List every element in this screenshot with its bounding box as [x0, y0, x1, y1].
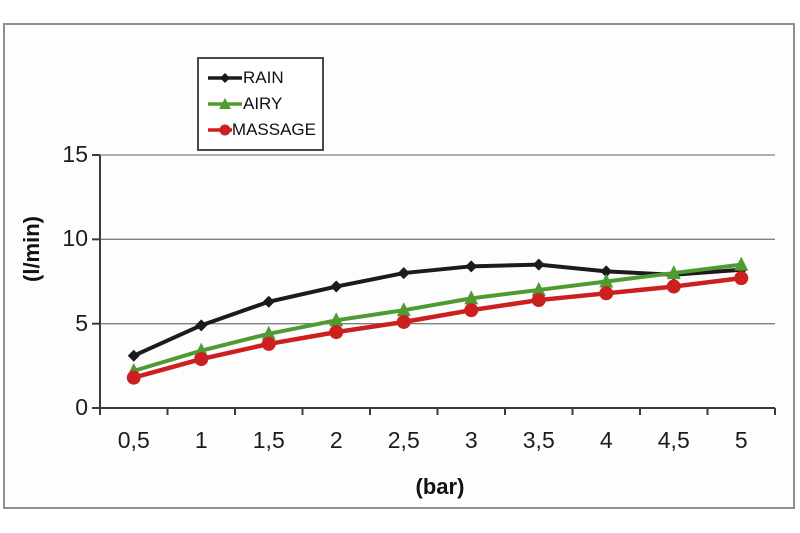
data-point-airy	[734, 256, 749, 271]
x-tick-label: 4,5	[657, 427, 690, 453]
data-point-rain	[330, 280, 343, 293]
x-tick-label: 2	[329, 427, 343, 453]
data-point-massage	[194, 352, 209, 367]
data-point-airy	[666, 265, 681, 280]
y-tick-label: 10	[62, 225, 88, 252]
legend-item-massage: MASSAGE	[207, 117, 316, 143]
data-point-massage	[329, 325, 344, 340]
data-point-massage	[261, 336, 276, 351]
data-point-massage	[126, 370, 141, 385]
x-axis-title: (bar)	[415, 474, 465, 499]
data-point-massage	[464, 303, 479, 318]
legend-label: AIRY	[243, 94, 283, 113]
data-point-airy	[261, 325, 276, 340]
circle-marker-icon	[208, 124, 232, 136]
legend: RAIN AIRY MASSAGE	[197, 57, 324, 151]
y-tick-label: 0	[75, 394, 88, 420]
data-point-rain	[532, 258, 545, 271]
legend-item-rain: RAIN	[207, 65, 316, 91]
data-point-rain	[600, 265, 613, 278]
x-tick-label: 0,5	[117, 427, 150, 453]
data-point-rain	[262, 295, 275, 308]
x-tick-label: 3,5	[522, 427, 555, 453]
x-tick-label: 3	[464, 427, 478, 453]
y-tick-label: 15	[62, 141, 88, 167]
data-point-massage	[396, 314, 411, 329]
series-line-rain	[132, 262, 742, 358]
data-point-massage	[666, 279, 681, 294]
x-tick-label: 4	[599, 427, 613, 453]
legend-label: RAIN	[243, 68, 284, 87]
diamond-marker-icon	[208, 73, 242, 83]
data-point-rain	[195, 319, 208, 332]
x-tick-label: 1,5	[252, 427, 285, 453]
x-tick-label: 1	[194, 427, 208, 453]
chart-frame	[3, 23, 795, 509]
data-point-massage	[734, 271, 749, 286]
data-point-airy	[464, 290, 479, 305]
data-point-airy	[531, 281, 546, 296]
series-line-airy	[133, 262, 742, 373]
data-point-rain	[465, 260, 478, 273]
data-point-rain	[397, 267, 410, 280]
series-line-massage	[133, 275, 742, 380]
x-tick-label: 5	[734, 427, 748, 453]
data-point-airy	[329, 312, 344, 327]
y-axis-title: (l/min)	[19, 216, 44, 282]
y-tick-label: 5	[75, 309, 88, 336]
data-point-massage	[531, 293, 546, 308]
x-tick-label: 2,5	[387, 427, 420, 453]
data-point-airy	[599, 273, 614, 288]
legend-item-airy: AIRY	[207, 91, 316, 117]
legend-label: MASSAGE	[231, 120, 316, 139]
data-point-massage	[599, 286, 614, 301]
triangle-marker-icon	[208, 98, 242, 109]
data-point-airy	[396, 302, 411, 317]
data-point-rain	[127, 349, 140, 362]
